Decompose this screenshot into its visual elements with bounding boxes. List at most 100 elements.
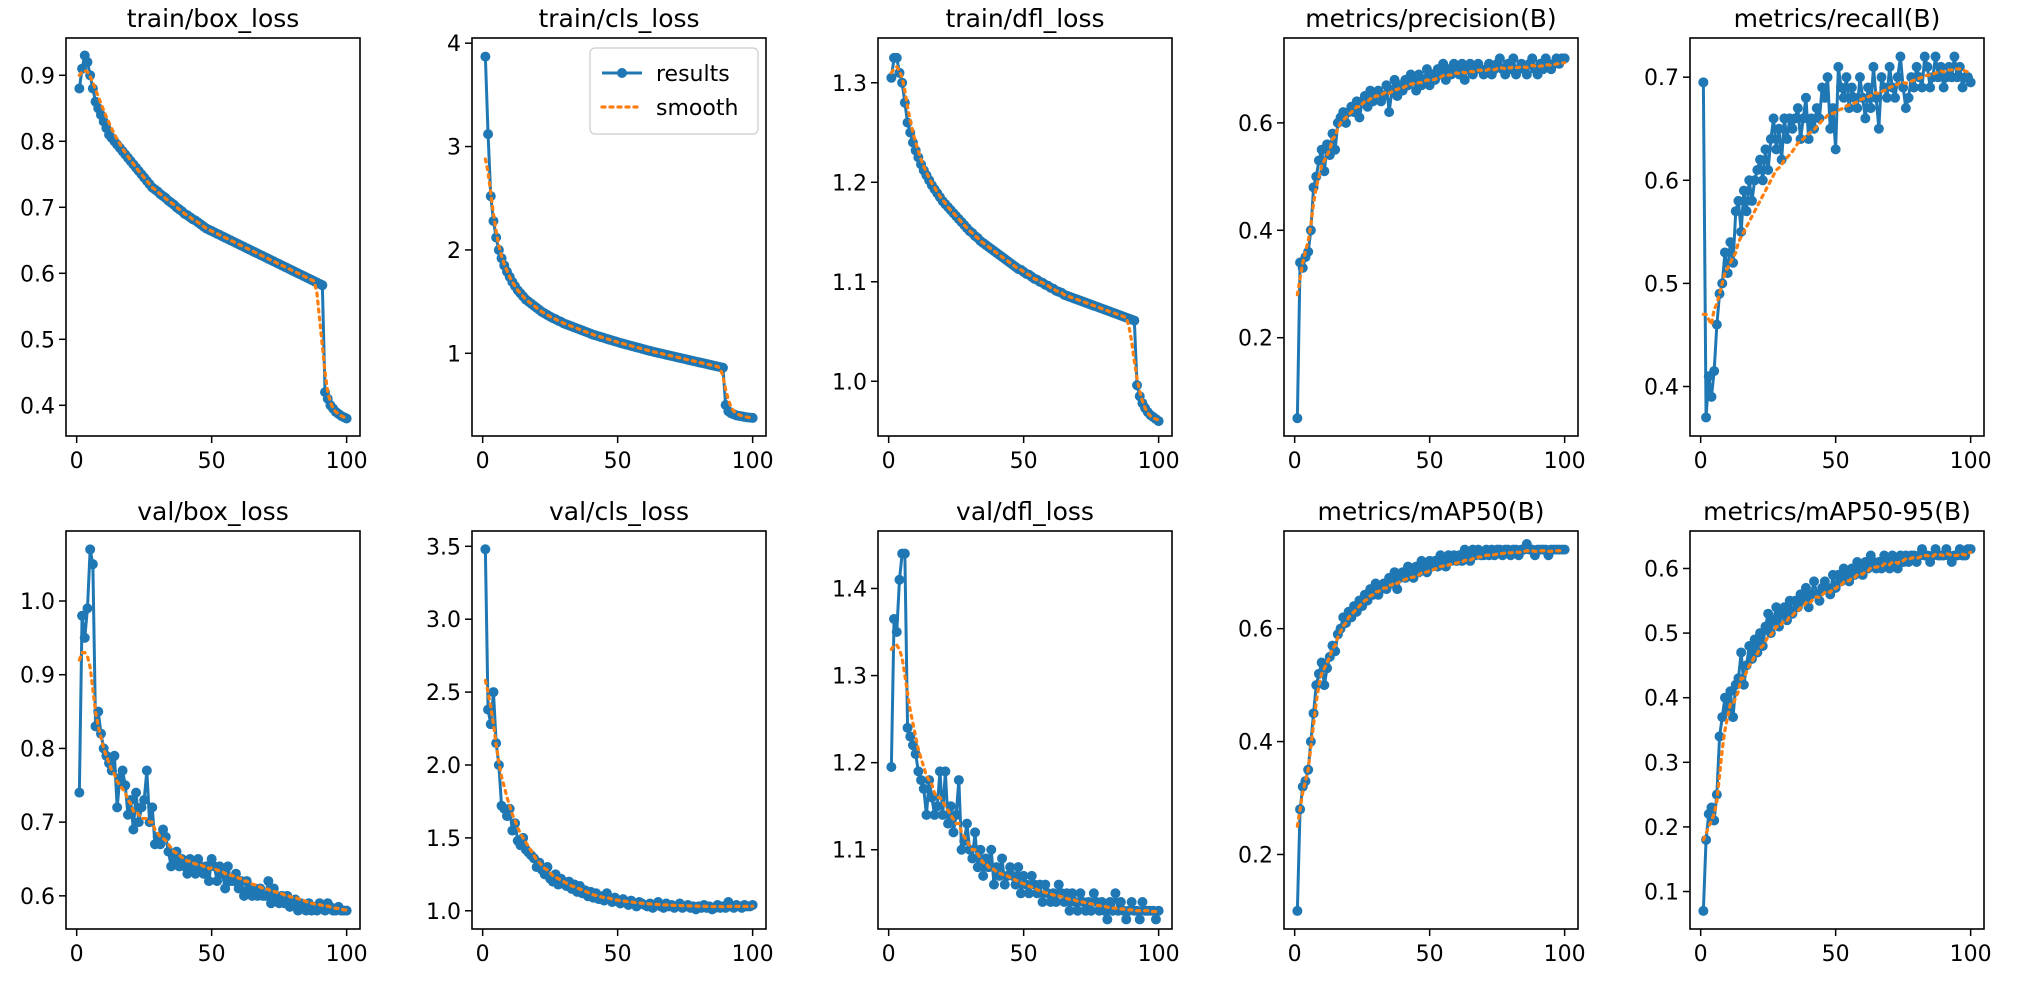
results-point <box>932 801 943 812</box>
results-point <box>894 574 905 585</box>
results-point <box>1763 164 1774 175</box>
results-point <box>891 627 902 638</box>
smooth-line <box>77 68 349 420</box>
results-line <box>889 56 1160 423</box>
y-tick-label: 0.6 <box>1644 169 1679 194</box>
smooth-line <box>889 643 1161 914</box>
results-point <box>1900 103 1911 114</box>
results-point <box>747 412 758 423</box>
results-point <box>967 853 978 864</box>
chart-title: train/cls_loss <box>538 4 699 33</box>
plot-frame <box>1283 37 1579 437</box>
y-tick-label: 1.1 <box>832 271 867 296</box>
results-point <box>886 762 897 773</box>
results-point <box>1527 53 1538 64</box>
results-point <box>937 809 948 820</box>
legend-smooth-label: smooth <box>656 96 738 121</box>
chart-svg: val/dfl_loss 1.1 1.2 1.3 1.4 0 50 100 <box>832 497 1180 967</box>
results-point <box>1292 905 1303 916</box>
y-tick-label: 1.5 <box>426 827 461 852</box>
results-point <box>1698 77 1709 88</box>
results-point <box>1881 92 1892 103</box>
chart-title: val/box_loss <box>137 497 288 526</box>
results-point <box>899 548 910 559</box>
chart-svg: metrics/precision(B) 0.2 0.4 0.6 0 50 100 <box>1238 4 1586 474</box>
results-point <box>79 632 90 643</box>
results-point <box>480 51 491 62</box>
results-point <box>488 687 499 698</box>
results-point <box>1768 113 1779 124</box>
results-point <box>1706 391 1717 402</box>
results-point <box>1725 237 1736 248</box>
results-point <box>1121 914 1132 925</box>
results-point <box>74 83 85 94</box>
results-point <box>1965 544 1976 555</box>
results-point <box>1811 103 1822 114</box>
results-point <box>986 844 997 855</box>
results-point <box>1746 195 1757 206</box>
results-point <box>1392 584 1403 595</box>
results-point <box>970 827 981 838</box>
results-point <box>1738 679 1749 690</box>
y-tick-label: 3.5 <box>426 535 461 560</box>
results-point <box>1806 113 1817 124</box>
results-point <box>891 52 902 63</box>
results-point <box>913 766 924 777</box>
results-point <box>1026 870 1037 881</box>
results-point <box>972 862 983 873</box>
y-tick-label: 1.3 <box>832 72 867 97</box>
results-point <box>1852 103 1863 114</box>
y-tick-label: 0.7 <box>1644 66 1679 91</box>
results-point <box>163 846 174 857</box>
y-tick-label: 0.4 <box>1238 219 1273 244</box>
results-point <box>1013 862 1024 873</box>
smooth-line <box>1295 549 1567 828</box>
results-point <box>916 775 927 786</box>
results-point <box>87 559 98 570</box>
results-point <box>1102 914 1113 925</box>
results-point <box>1384 107 1395 118</box>
y-tick-label: 1.1 <box>832 839 867 864</box>
y-tick-label: 0.6 <box>20 885 55 910</box>
y-tick-label: 0.7 <box>20 811 55 836</box>
chart-title: metrics/mAP50(B) <box>1318 497 1545 526</box>
chart-title: train/box_loss <box>127 4 300 33</box>
x-tick-label: 0 <box>1288 942 1302 967</box>
y-tick-label: 0.5 <box>20 328 55 353</box>
results-point <box>1771 144 1782 155</box>
results-point <box>1809 576 1820 587</box>
results-point <box>1790 113 1801 124</box>
results-point <box>1884 61 1895 72</box>
x-tick-label: 50 <box>1010 449 1038 474</box>
results-point <box>1129 315 1140 326</box>
results-point <box>1827 103 1838 114</box>
chart-svg: metrics/mAP50(B) 0.2 0.4 0.6 0 50 100 <box>1238 497 1586 967</box>
y-tick-label: 0.6 <box>1238 112 1273 137</box>
chart-svg: metrics/recall(B) 0.4 0.5 0.6 0.7 0 50 100 <box>1644 4 1992 474</box>
results-point <box>1459 74 1470 85</box>
x-tick-label: 50 <box>604 449 632 474</box>
results-point <box>1930 51 1941 62</box>
results-point <box>1110 888 1121 899</box>
results-point <box>1830 144 1841 155</box>
results-point <box>1330 646 1341 657</box>
results-point <box>1787 123 1798 134</box>
results-point <box>182 868 193 879</box>
results-point <box>483 129 494 140</box>
y-tick-label: 0.9 <box>20 664 55 689</box>
results-point <box>1868 61 1879 72</box>
results-point <box>1701 412 1712 423</box>
results-point <box>1051 897 1062 908</box>
chart-title: metrics/mAP50-95(B) <box>1703 497 1971 526</box>
results-point <box>1709 366 1720 377</box>
results-point <box>902 722 913 733</box>
results-point <box>1559 544 1570 555</box>
x-tick-label: 50 <box>1822 449 1850 474</box>
chart-panel: metrics/precision(B) 0.2 0.4 0.6 0 50 100 <box>1218 0 1624 493</box>
results-point <box>961 818 972 829</box>
chart-panel: train/dfl_loss 1.0 1.1 1.2 1.3 0 50 100 <box>812 0 1218 493</box>
results-point <box>1313 155 1324 166</box>
results-point <box>1890 92 1901 103</box>
y-tick-label: 4 <box>447 32 461 57</box>
y-tick-label: 0.3 <box>1644 751 1679 776</box>
